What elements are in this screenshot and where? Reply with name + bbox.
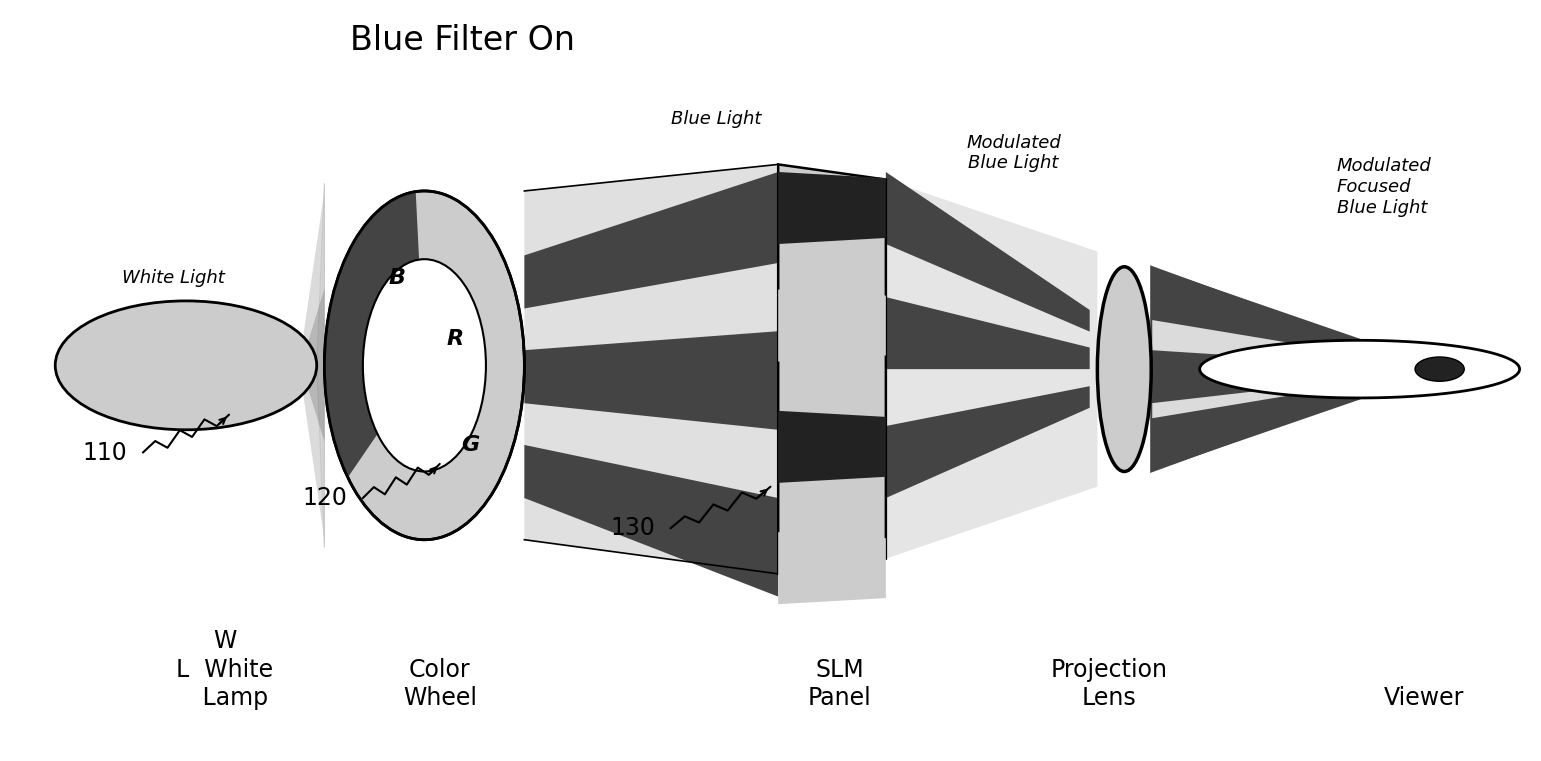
Text: Modulated
Blue Light: Modulated Blue Light [966, 134, 1060, 173]
Ellipse shape [325, 191, 524, 540]
Polygon shape [524, 164, 778, 574]
Polygon shape [1151, 373, 1424, 472]
Polygon shape [778, 532, 886, 604]
Polygon shape [304, 191, 325, 355]
Text: Modulated
Focused
Blue Light: Modulated Focused Blue Light [1336, 158, 1432, 217]
Polygon shape [524, 331, 778, 430]
Text: R: R [447, 329, 464, 349]
Text: Projection
Lens: Projection Lens [1051, 658, 1168, 710]
Text: Blue Light: Blue Light [672, 110, 761, 128]
Text: 120: 120 [302, 486, 347, 510]
Polygon shape [524, 445, 778, 597]
Polygon shape [886, 297, 1089, 369]
Text: White Light: White Light [122, 269, 225, 287]
Polygon shape [778, 164, 886, 574]
Ellipse shape [1415, 357, 1464, 381]
Polygon shape [1199, 340, 1519, 398]
Polygon shape [524, 172, 778, 308]
Polygon shape [886, 386, 1089, 498]
Text: Blue Filter On: Blue Filter On [350, 24, 575, 57]
Polygon shape [886, 172, 1089, 332]
Circle shape [55, 301, 317, 430]
Text: SLM
Panel: SLM Panel [807, 658, 872, 710]
Polygon shape [304, 375, 325, 540]
Polygon shape [778, 289, 886, 361]
Polygon shape [304, 288, 325, 442]
Text: 130: 130 [610, 517, 655, 540]
Polygon shape [778, 172, 886, 244]
Text: Viewer: Viewer [1384, 686, 1464, 710]
Polygon shape [1151, 350, 1424, 403]
Ellipse shape [362, 260, 485, 472]
Text: 110: 110 [83, 441, 128, 464]
Text: B: B [388, 268, 405, 288]
Polygon shape [317, 183, 325, 547]
Text: Color
Wheel: Color Wheel [402, 658, 476, 710]
Polygon shape [886, 180, 1097, 559]
Polygon shape [1151, 267, 1424, 365]
Ellipse shape [1097, 267, 1151, 472]
Polygon shape [778, 411, 886, 483]
Polygon shape [1151, 267, 1432, 472]
Text: W
L  White
   Lamp: W L White Lamp [176, 629, 273, 710]
Text: G: G [461, 435, 479, 455]
Polygon shape [325, 192, 424, 477]
